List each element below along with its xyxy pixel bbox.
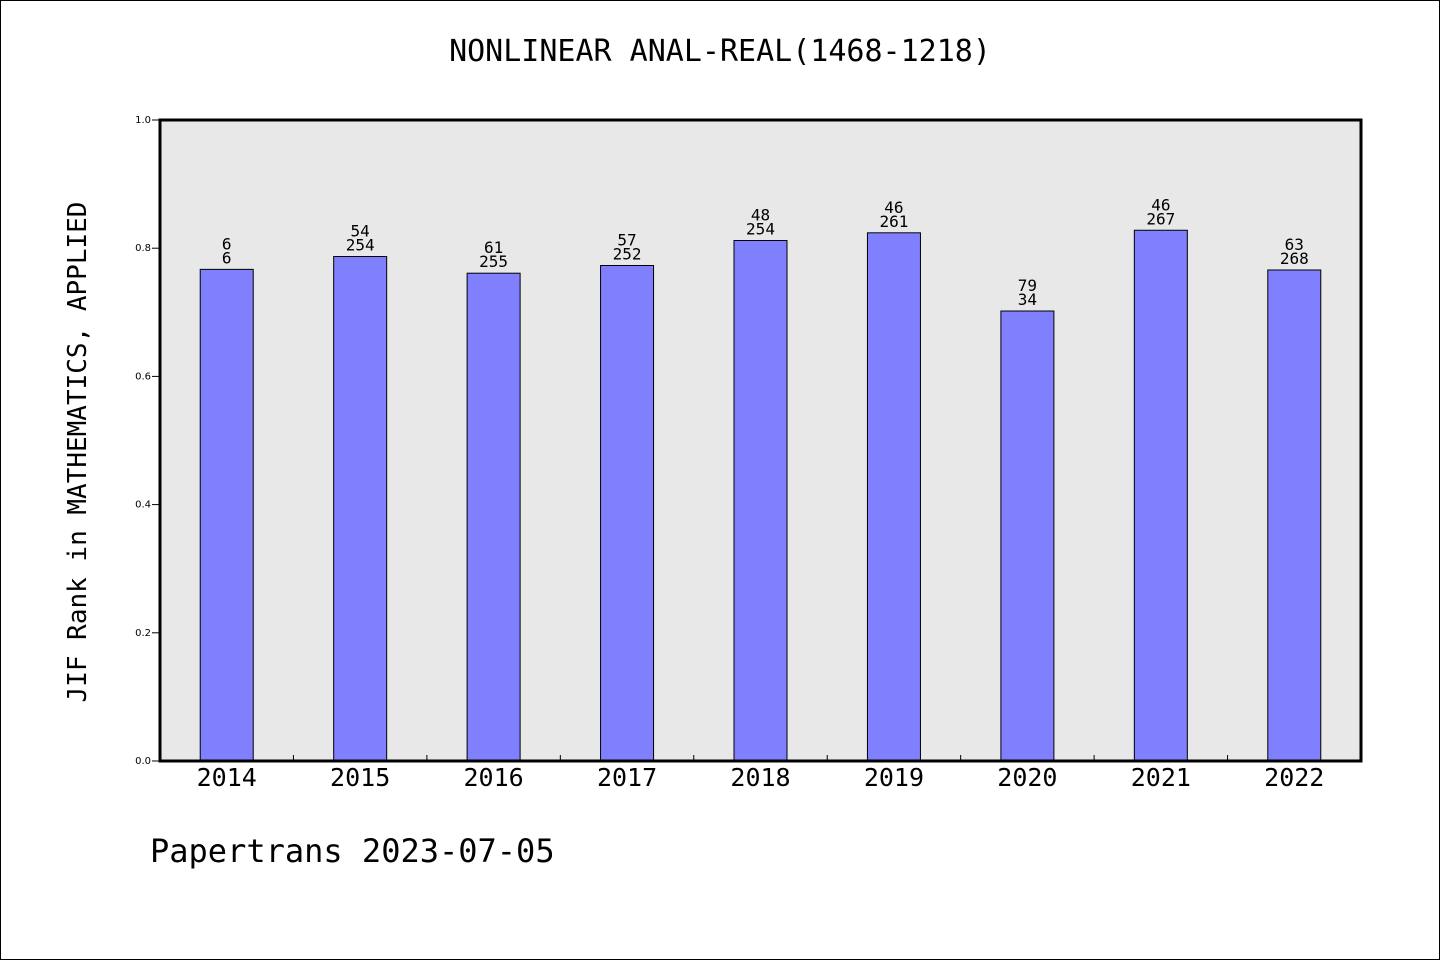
bar-label-top-2017: 57 [617,231,636,250]
x-tick-label-2016: 2016 [464,763,524,792]
bar-2014 [199,268,254,762]
x-tick-label-2017: 2017 [597,763,657,792]
bar-label-top-2021: 46 [1151,195,1170,214]
bar-2016 [466,272,521,762]
bar-label-bottom-2021: 267 [1146,209,1175,228]
bar-label-top-2020: 79 [1018,276,1037,295]
bar-label-bottom-2019: 261 [879,212,908,231]
bar-label-bottom-2014: 6 [222,248,232,267]
bar-label-top-2015: 54 [351,222,370,241]
x-tick-label-2014: 2014 [197,763,257,792]
footer-watermark: Papertrans 2023-07-05 [150,832,555,870]
y-tick-label-0.8: 0.8 [135,243,151,254]
bar-label-bottom-2015: 254 [346,236,375,255]
bar-label-top-2018: 48 [751,206,770,225]
bar-label-bottom-2017: 252 [613,245,642,264]
bar-label-top-2016: 61 [484,238,503,257]
y-tick-label-1.0: 1.0 [135,115,151,126]
x-tick-label-2015: 2015 [330,763,390,792]
y-tick-label-0.2: 0.2 [135,628,151,639]
y-tick-label-0.0: 0.0 [135,756,151,767]
chart-title: NONLINEAR ANAL-REAL(1468-1218) [449,34,991,69]
y-axis-ticks: 0.0 0.2 0.4 0.6 0.8 1.0 [135,115,160,767]
bar-label-top-2014: 6 [222,234,232,253]
bar-2019 [866,232,921,762]
x-tick-label-2022: 2022 [1264,763,1324,792]
bar-label-bottom-2022: 268 [1280,249,1309,268]
bars-group [199,229,1322,762]
bar-2021 [1133,229,1188,762]
y-tick-label-0.6: 0.6 [135,371,151,382]
bar-2020 [1000,310,1055,762]
bar-2018 [733,240,788,762]
bar-label-bottom-2020: 34 [1018,290,1037,309]
plot-border [158,118,1363,763]
bar-2015 [333,256,388,762]
bar-label-bottom-2016: 255 [479,252,508,271]
bar-2017 [600,265,655,762]
bar-label-bottom-2018: 254 [746,220,775,239]
x-tick-label-2021: 2021 [1131,763,1191,792]
bar-label-top-2019: 46 [884,198,903,217]
x-tick-label-2019: 2019 [864,763,924,792]
bar-2022 [1267,269,1322,762]
x-tick-label-2018: 2018 [730,763,790,792]
y-axis-title: JIF Rank in MATHEMATICS, APPLIED [63,202,93,703]
y-tick-label-0.4: 0.4 [135,500,151,511]
bar-label-top-2022: 63 [1285,235,1304,254]
x-axis-ticks: 2014 2015 2016 2017 2018 2019 2020 2021 2022 [197,755,1324,792]
x-tick-label-2020: 2020 [997,763,1057,792]
